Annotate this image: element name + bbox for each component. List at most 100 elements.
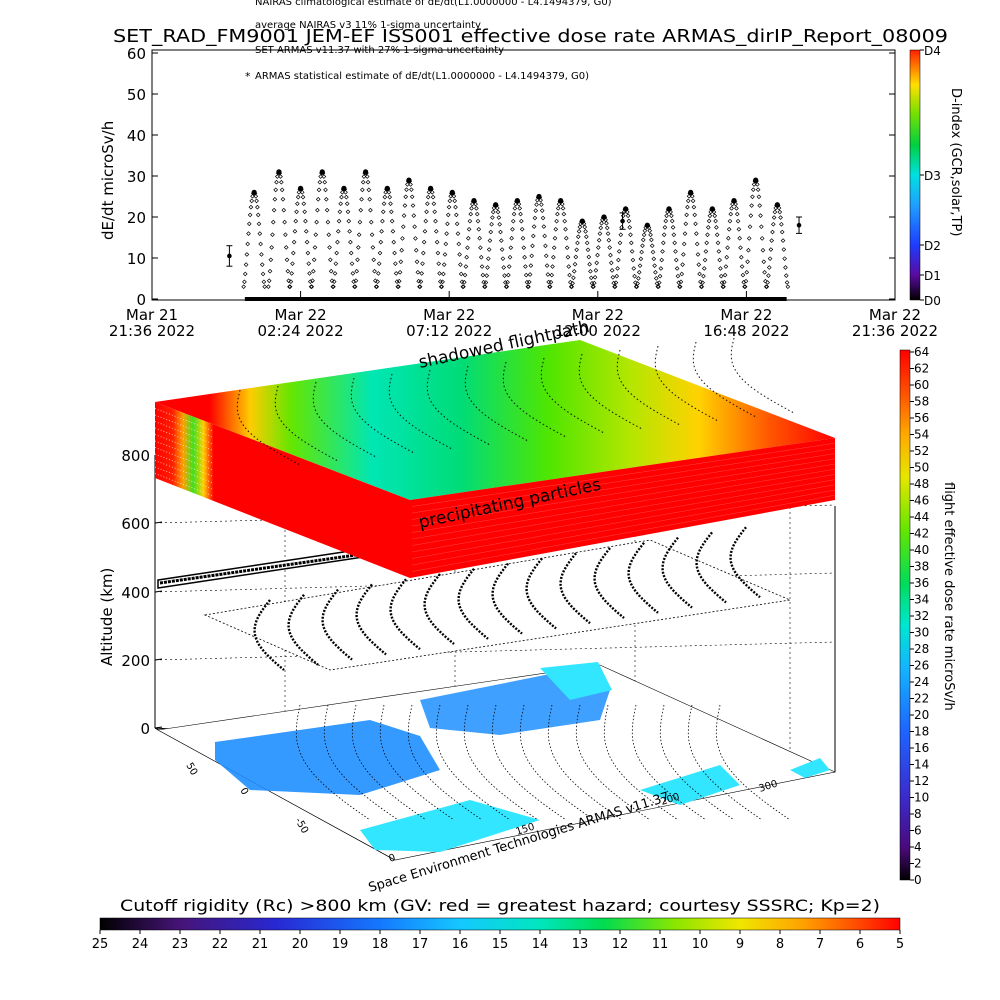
data-point — [376, 261, 382, 266]
data-point — [356, 232, 362, 238]
data-point — [370, 245, 376, 250]
rc-colorbar-label: 19 — [332, 937, 349, 952]
data-point — [596, 237, 602, 243]
data-point — [722, 272, 728, 278]
data-point — [779, 229, 785, 235]
peak-point — [753, 177, 759, 183]
data-point — [518, 211, 523, 217]
data-point — [300, 194, 306, 200]
data-point — [733, 201, 738, 207]
data-point — [261, 279, 267, 285]
orbit-pass — [504, 198, 531, 290]
data-point — [553, 226, 559, 232]
data-point — [588, 269, 593, 274]
data-point — [360, 187, 365, 193]
data-point — [420, 261, 425, 266]
data-point — [466, 226, 472, 232]
data-point — [695, 252, 701, 257]
error-bar-point — [620, 218, 625, 224]
data-point — [479, 264, 485, 269]
lat-tick-label: 0 — [237, 786, 250, 797]
data-point — [735, 218, 741, 224]
data-point — [531, 224, 537, 229]
data-point — [411, 213, 417, 218]
orbit-pass — [547, 198, 574, 290]
data-point — [339, 194, 344, 200]
data-point — [350, 271, 356, 276]
data-point — [576, 229, 582, 234]
x-tick-label-date: Mar 22 — [275, 306, 327, 324]
data-point — [526, 284, 531, 290]
data-point — [757, 203, 763, 208]
data-point — [280, 196, 286, 202]
orbit-pass — [439, 189, 466, 290]
data-point — [503, 284, 509, 290]
x-tick-label-time: 21:36 2022 — [109, 322, 195, 340]
slab-layer-line — [411, 489, 836, 566]
d-index-label: D0 — [924, 294, 941, 308]
data-point — [522, 254, 527, 260]
dose-colorbar-label: 10 — [914, 791, 929, 805]
water-patch-north — [540, 662, 612, 700]
data-point — [368, 207, 373, 213]
data-point — [724, 254, 730, 260]
data-point — [304, 239, 310, 245]
data-point — [718, 266, 723, 271]
orbit-loop — [627, 542, 659, 614]
z-tick — [154, 658, 163, 661]
data-point — [306, 261, 312, 266]
data-point — [640, 237, 646, 243]
data-point — [572, 261, 578, 267]
data-point — [540, 215, 546, 221]
data-point — [697, 271, 702, 277]
data-point — [496, 215, 502, 220]
data-point — [364, 174, 370, 179]
data-point — [749, 203, 754, 208]
data-point — [656, 284, 661, 290]
data-point — [499, 247, 505, 252]
error-bar — [796, 216, 803, 234]
data-point — [333, 261, 339, 266]
data-point — [705, 232, 710, 238]
data-point — [551, 245, 557, 251]
data-point — [360, 179, 366, 185]
data-point — [468, 211, 474, 217]
data-point — [254, 198, 259, 204]
data-point — [635, 281, 640, 286]
data-point — [759, 236, 765, 241]
rc-colorbar-label: 12 — [612, 937, 629, 952]
rc-colorbar-labels: 25 24 23 22 21 20 19 18 17 16 15 14 13 12 11 10 9 8 7 6 5 — [92, 930, 904, 952]
data-point — [715, 240, 721, 246]
data-point — [418, 279, 424, 284]
z-tick-label: 600 — [121, 515, 150, 533]
data-point — [705, 225, 711, 230]
dose-colorbar-label: 48 — [914, 477, 929, 491]
dose-colorbar-label: 0 — [914, 873, 922, 887]
data-point — [525, 284, 531, 290]
data-point — [424, 209, 429, 215]
data-point — [551, 254, 556, 260]
data-point — [272, 196, 278, 202]
orbit-loop — [287, 594, 319, 666]
data-point — [519, 226, 525, 232]
data-point — [615, 266, 620, 271]
orbit-ribbon-deck — [203, 539, 792, 671]
data-point — [544, 263, 550, 268]
data-point — [721, 284, 726, 290]
data-point — [245, 241, 251, 247]
data-point — [548, 279, 554, 285]
data-point — [670, 225, 676, 230]
data-point — [706, 218, 712, 224]
d-index-label: D4 — [924, 44, 941, 58]
slab-layer-line — [411, 479, 836, 553]
slab-layer-line — [411, 448, 836, 514]
data-point — [429, 189, 435, 195]
data-point — [315, 196, 321, 202]
slab-track — [236, 389, 301, 466]
data-point — [685, 204, 690, 210]
data-point — [482, 284, 487, 290]
data-point — [629, 249, 635, 254]
dose-colorbar-title: flight effective dose rate microSv/h — [941, 482, 956, 711]
data-point — [770, 221, 776, 227]
data-point — [734, 211, 740, 217]
